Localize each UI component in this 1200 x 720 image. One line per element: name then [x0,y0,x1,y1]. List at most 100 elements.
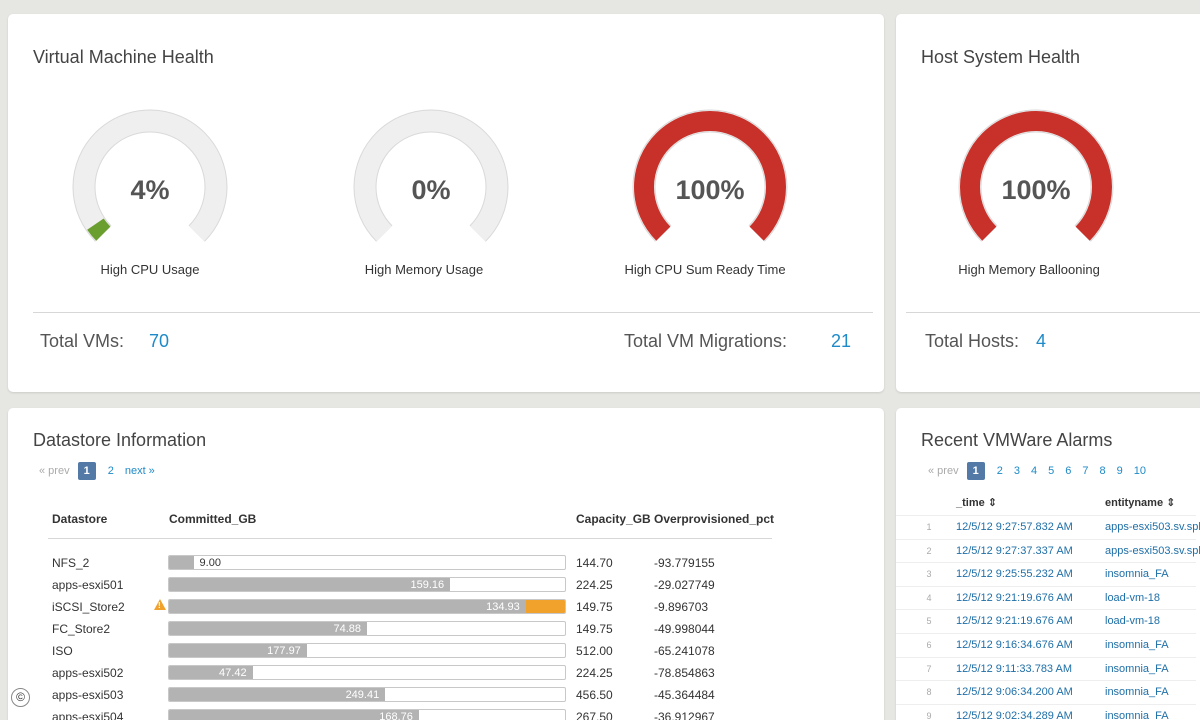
alarm-entity-link[interactable]: apps-esxi503.sv.splunk.com [1105,544,1200,557]
alarm-entity-link[interactable]: insomnia_FA [1105,639,1169,651]
alarm-entity-link[interactable]: insomnia_FA [1105,568,1169,581]
capacity-value: 456.50 [576,688,613,702]
committed-bar[interactable]: 9.00 [168,555,566,570]
alarm-time-link[interactable]: 12/5/12 9:27:37.337 AM [956,544,1073,557]
gauge-value: 100% [1001,175,1071,205]
col-header-time[interactable]: _time ⇕ [956,497,998,509]
pager-page-7[interactable]: 7 [1082,465,1089,477]
alarm-entity-link[interactable]: insomnia_FA [1105,709,1169,720]
table-row: apps-esxi504 168.76 267.50 -36.912967 [8,706,868,720]
committed-bar[interactable]: 168.76 [168,709,566,720]
table-row: 4 12/5/12 9:21:19.676 AM load-vm-18 [896,585,1196,610]
capacity-value: 224.25 [576,578,613,592]
committed-value: 134.93 [486,601,520,613]
total-hosts-value[interactable]: 4 [1036,331,1047,351]
datastore-name[interactable]: apps-esxi503 [52,688,124,702]
pager-page-9[interactable]: 9 [1116,465,1123,477]
pager-page-5[interactable]: 5 [1048,465,1055,477]
pager-page-1[interactable]: 1 [77,462,96,480]
datastore-name[interactable]: apps-esxi501 [52,578,124,592]
table-row: 6 12/5/12 9:16:34.676 AM insomnia_FA [896,633,1196,657]
overprovisioned-value: -78.854863 [654,666,715,680]
gauge-label: High CPU Usage [100,262,200,277]
total-hosts-label: Total Hosts: [925,331,1020,351]
capacity-value: 512.00 [576,644,613,658]
committed-bar[interactable]: 134.93 [168,599,566,614]
gauge-value: 100% [675,175,745,205]
pager-page-8[interactable]: 8 [1099,465,1106,477]
datastore-name[interactable]: apps-esxi504 [52,710,124,720]
gauge-value-arc [960,111,1112,241]
gauge-cpu-usage[interactable]: 4% [70,107,230,257]
total-migrations-value[interactable]: 21 [831,331,852,351]
warning-icon: ! [154,599,166,610]
alarm-entity-link[interactable]: insomnia_FA [1105,686,1169,699]
pager-prev[interactable]: « prev [928,465,959,477]
row-number: 4 [926,592,932,603]
pager-page-2[interactable]: 2 [996,465,1003,477]
col-header-entityname[interactable]: entityname ⇕ [1105,497,1176,509]
table-row: apps-esxi502 47.42 224.25 -78.854863 [8,662,868,684]
table-header-divider [48,538,772,539]
total-migrations-label: Total VM Migrations: [624,331,788,351]
total-vms-value[interactable]: 70 [149,331,170,351]
col-header-capacity[interactable]: Capacity_GB [576,512,651,526]
col-header-committed[interactable]: Committed_GB [169,512,257,526]
gauge-label: High CPU Sum Ready Time [624,262,786,277]
gauge-memory-ballooning[interactable]: 100% [956,107,1116,257]
datastore-name[interactable]: FC_Store2 [52,622,111,636]
col-header-datastore[interactable]: Datastore [52,512,108,526]
capacity-value: 224.25 [576,666,613,680]
pager-page-3[interactable]: 3 [1013,465,1020,477]
alarm-entity-link[interactable]: load-vm-18 [1105,591,1161,604]
gauge-label: High Memory Usage [364,262,484,277]
overprovisioned-value: -93.779155 [654,556,715,570]
committed-bar-fill [169,578,451,591]
overprovisioned-value: -9.896703 [654,600,709,614]
col-header-overprovisioned[interactable]: Overprovisioned_pct [654,512,775,526]
gauge-memory-usage[interactable]: 0% [351,107,511,257]
datastore-name[interactable]: iSCSI_Store2 [52,600,125,614]
alarm-time-link[interactable]: 12/5/12 9:06:34.200 AM [956,686,1073,699]
alarm-time-link[interactable]: 12/5/12 9:02:34.289 AM [956,709,1073,720]
gauge-track [354,110,508,242]
datastore-name[interactable]: NFS_2 [52,556,90,570]
capacity-value: 149.75 [576,622,613,636]
table-row: ISO 177.97 512.00 -65.241078 [8,640,868,662]
pager-next[interactable]: next » [124,465,155,477]
alarm-time-link[interactable]: 12/5/12 9:21:19.676 AM [956,615,1073,628]
alarm-time-link[interactable]: 12/5/12 9:27:57.832 AM [956,521,1073,533]
alarm-entity-link[interactable]: insomnia_FA [1105,662,1169,675]
datastore-name[interactable]: ISO [52,644,73,658]
overprovisioned-value: -45.364484 [654,688,715,702]
committed-bar[interactable]: 74.88 [168,621,566,636]
pager-page-4[interactable]: 4 [1030,465,1038,477]
committed-bar[interactable]: 177.97 [168,643,566,658]
alarm-time-link[interactable]: 12/5/12 9:16:34.676 AM [956,639,1073,651]
alarms-panel: Recent VMWare Alarms « prev 1 2 3 4 5 6 7 8 9 10 … [896,408,1200,720]
committed-bar[interactable]: 249.41 [168,687,566,702]
pager-page-6[interactable]: 6 [1065,465,1072,477]
alarm-time-link[interactable]: 12/5/12 9:11:33.783 AM [956,662,1072,675]
overprovisioned-value: -36.912967 [654,710,715,720]
pager-prev[interactable]: « prev [39,465,70,477]
pager-page-1[interactable]: 1 [966,462,985,480]
pager-page-10[interactable]: 10 [1133,465,1146,477]
alarm-entity-link[interactable]: load-vm-18 [1105,615,1161,628]
overprovisioned-value: -29.027749 [654,578,715,592]
committed-bar[interactable]: 47.42 [168,665,566,680]
divider [33,312,873,313]
committed-bar[interactable]: 159.16 [168,577,566,592]
total-vms-label: Total VMs: [40,331,125,351]
alarm-time-link[interactable]: 12/5/12 9:21:19.676 AM [956,591,1073,604]
row-number: 9 [926,710,932,720]
committed-bar-fill [169,688,386,701]
datastore-name[interactable]: apps-esxi502 [52,666,124,680]
committed-bar-fill [169,666,253,679]
gauge-graphic [353,109,509,242]
alarm-time-link[interactable]: 12/5/12 9:25:55.232 AM [956,568,1073,581]
gauge-cpu-ready[interactable]: 100% [630,107,790,257]
alarm-entity-link[interactable]: apps-esxi503.sv.splunk.com [1105,521,1200,533]
committed-value: 159.16 [410,579,445,591]
pager-page-2[interactable]: 2 [107,465,114,477]
